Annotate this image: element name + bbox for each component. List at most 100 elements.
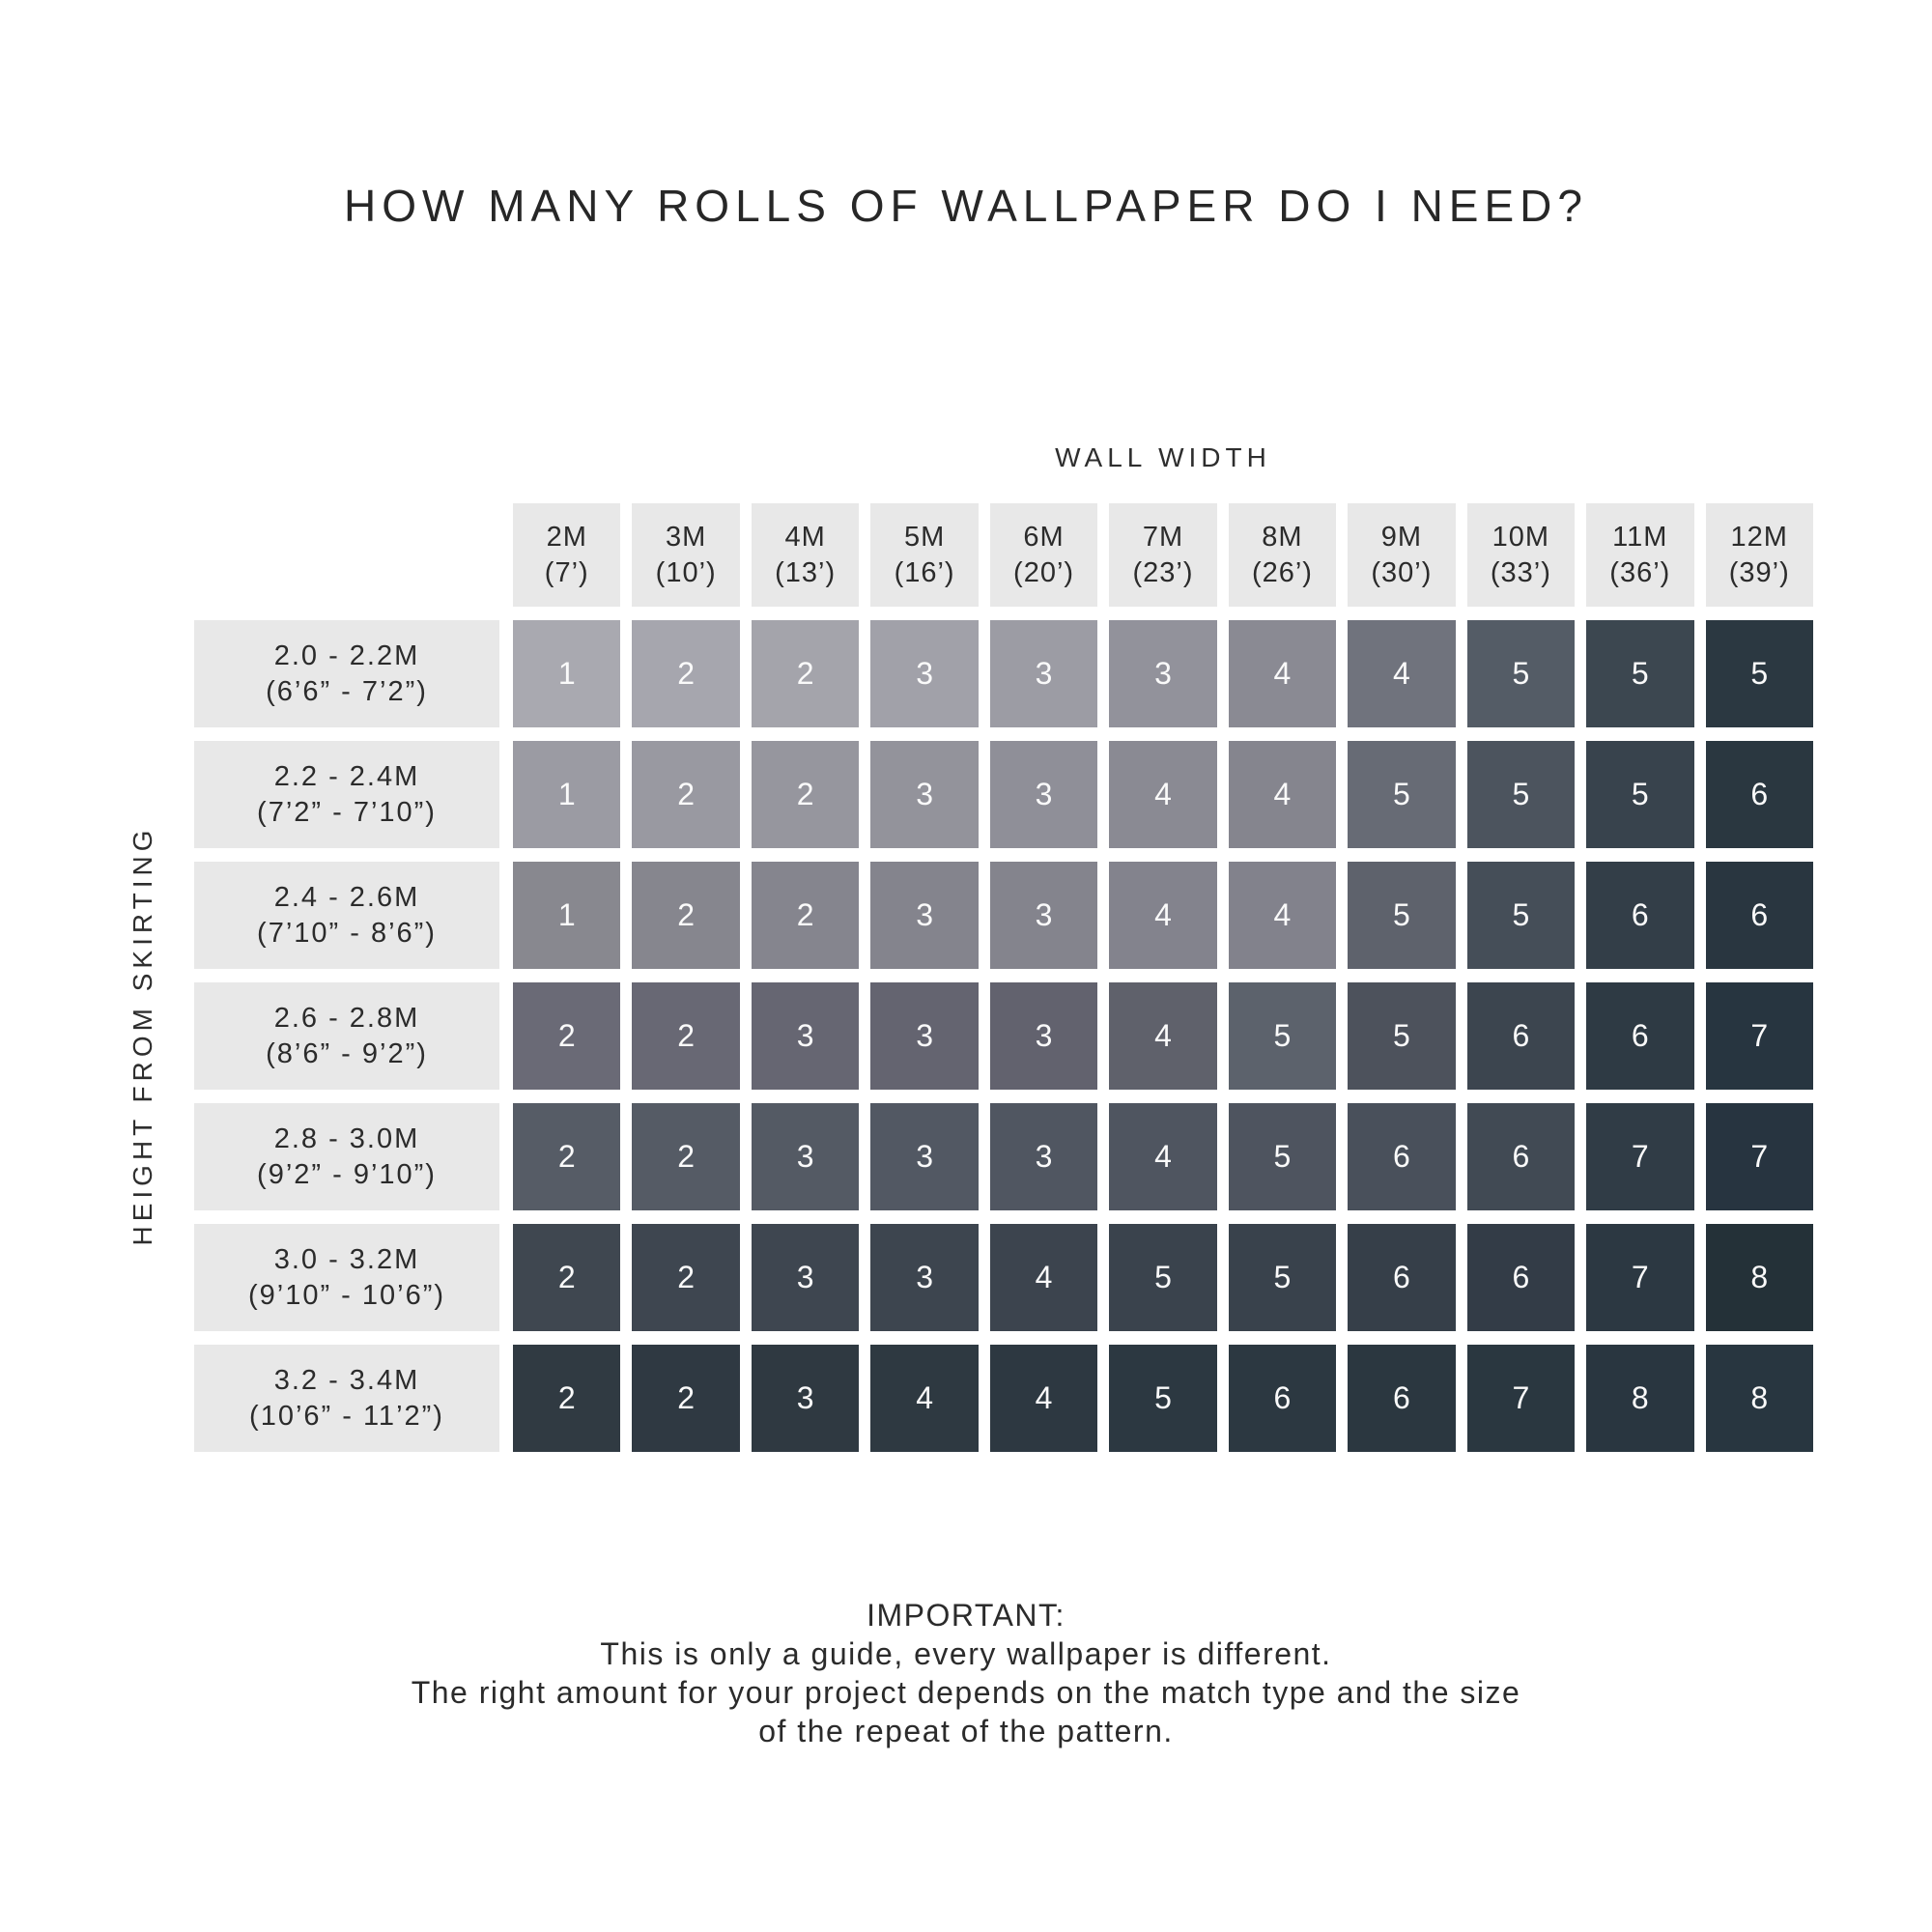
- column-header-metres: 6M: [1023, 521, 1065, 553]
- rolls-cell-r6-c2: 2: [632, 1224, 740, 1331]
- column-header-metres: 3M: [666, 521, 707, 553]
- rolls-cell-r3-c4: 3: [870, 862, 979, 969]
- column-header-metres: 5M: [903, 521, 946, 553]
- rolls-cell-r5-c5: 3: [989, 1103, 1098, 1210]
- column-header-metres: 10M: [1492, 521, 1550, 553]
- rolls-cell-r3-c3: 2: [751, 862, 860, 969]
- column-header-2m: 2M (7’): [513, 503, 621, 607]
- rolls-cell-r2-c2: 2: [632, 741, 740, 848]
- rolls-cell-r3-c7: 4: [1228, 862, 1337, 969]
- rolls-cell-r4-c10: 6: [1586, 982, 1694, 1090]
- column-header-feet: (30’): [1371, 556, 1433, 588]
- rolls-cell-r3-c9: 5: [1466, 862, 1576, 969]
- column-header-feet: (33’): [1490, 556, 1551, 588]
- rolls-cell-r5-c6: 4: [1109, 1103, 1217, 1210]
- row-label-metres: 2.0 - 2.2M: [273, 639, 420, 671]
- rolls-cell-r4-c11: 7: [1705, 982, 1813, 1090]
- column-header-metres: 2M: [546, 521, 587, 553]
- column-header-metres: 7M: [1142, 521, 1184, 553]
- rolls-cell-r6-c4: 3: [870, 1224, 979, 1331]
- rolls-cell-r2-c8: 5: [1348, 741, 1456, 848]
- rolls-cell-r1-c9: 5: [1466, 620, 1576, 727]
- row-label-feet: (10’6” - 11’2”): [249, 1400, 444, 1432]
- height-from-skirting-axis-title: HEIGHT FROM SKIRTING: [128, 825, 157, 1246]
- column-header-feet: (16’): [894, 556, 955, 588]
- row-label-feet: (9’10” - 10’6”): [247, 1279, 446, 1311]
- column-header-12m: 12M (39’): [1705, 503, 1813, 607]
- rolls-cell-r4-c9: 6: [1466, 982, 1576, 1090]
- rolls-cell-r4-c8: 5: [1348, 982, 1456, 1090]
- rolls-cell-r1-c1: 1: [513, 620, 621, 727]
- rolls-cell-r5-c10: 7: [1586, 1103, 1694, 1210]
- column-header-row: 2M (7’) 3M (10’) 4M (13’) 5M (16’) 6M (20’) 7M (23’…: [513, 503, 1813, 607]
- column-header-7m: 7M (23’): [1109, 503, 1217, 607]
- rolls-cell-r1-c5: 3: [989, 620, 1098, 727]
- rolls-cell-r5-c4: 3: [870, 1103, 979, 1210]
- rolls-cell-r1-c10: 5: [1586, 620, 1694, 727]
- column-header-3m: 3M (10’): [632, 503, 740, 607]
- rolls-cell-r2-c1: 1: [513, 741, 621, 848]
- rolls-cell-r3-c1: 1: [513, 862, 621, 969]
- rolls-cell-r7-c10: 8: [1586, 1345, 1694, 1452]
- row-label-7: 3.2 - 3.4M (10’6” - 11’2”): [194, 1345, 499, 1452]
- rolls-cell-r3-c2: 2: [632, 862, 740, 969]
- rolls-cell-r4-c5: 3: [989, 982, 1098, 1090]
- rolls-cell-r3-c5: 3: [989, 862, 1098, 969]
- column-header-metres: 4M: [784, 521, 826, 553]
- rolls-cell-r3-c11: 6: [1705, 862, 1813, 969]
- footer-heading: IMPORTANT:: [867, 1598, 1065, 1633]
- rolls-cell-r1-c6: 3: [1109, 620, 1217, 727]
- row-label-feet: (8’6” - 9’2”): [266, 1037, 428, 1069]
- rolls-cell-r4-c1: 2: [513, 982, 621, 1090]
- row-label-feet: (9’2” - 9’10”): [257, 1158, 437, 1190]
- rolls-cell-r5-c2: 2: [632, 1103, 740, 1210]
- rolls-cell-r6-c6: 5: [1109, 1224, 1217, 1331]
- column-header-metres: 11M: [1612, 521, 1668, 553]
- row-label-metres: 2.6 - 2.8M: [273, 1002, 420, 1034]
- footer-line-2: The right amount for your project depend…: [411, 1675, 1521, 1710]
- footer-note: IMPORTANT: This is only a guide, every w…: [0, 1596, 1932, 1750]
- column-header-5m: 5M (16’): [870, 503, 979, 607]
- column-header-6m: 6M (20’): [989, 503, 1098, 607]
- rolls-cell-r6-c3: 3: [751, 1224, 860, 1331]
- row-label-metres: 3.2 - 3.4M: [273, 1364, 420, 1396]
- column-header-feet: (26’): [1251, 556, 1313, 588]
- column-header-8m: 8M (26’): [1228, 503, 1337, 607]
- rolls-cell-r5-c3: 3: [751, 1103, 860, 1210]
- rolls-cell-r1-c8: 4: [1348, 620, 1456, 727]
- rolls-cell-r7-c3: 3: [751, 1345, 860, 1452]
- rolls-cell-r2-c4: 3: [870, 741, 979, 848]
- rolls-cell-r4-c4: 3: [870, 982, 979, 1090]
- rolls-cell-r6-c5: 4: [989, 1224, 1098, 1331]
- rolls-cell-r3-c6: 4: [1109, 862, 1217, 969]
- column-header-feet: (23’): [1132, 556, 1194, 588]
- wall-width-axis-title: WALL WIDTH: [1055, 442, 1271, 472]
- rolls-cell-r7-c1: 2: [513, 1345, 621, 1452]
- column-header-feet: (10’): [655, 556, 717, 588]
- rolls-cell-r7-c8: 6: [1348, 1345, 1456, 1452]
- rolls-cell-r5-c7: 5: [1228, 1103, 1337, 1210]
- rolls-cell-r6-c8: 6: [1348, 1224, 1456, 1331]
- rolls-cell-r4-c2: 2: [632, 982, 740, 1090]
- rolls-cell-r2-c11: 6: [1705, 741, 1813, 848]
- row-label-feet: (7’10” - 8’6”): [257, 917, 437, 949]
- rolls-cell-r6-c10: 7: [1586, 1224, 1694, 1331]
- rolls-cell-r3-c8: 5: [1348, 862, 1456, 969]
- column-header-metres: 8M: [1262, 521, 1303, 553]
- column-header-10m: 10M (33’): [1466, 503, 1576, 607]
- column-header-feet: (13’): [775, 556, 837, 588]
- rolls-cell-r1-c11: 5: [1705, 620, 1813, 727]
- row-label-4: 2.6 - 2.8M (8’6” - 9’2”): [194, 982, 499, 1090]
- row-label-5: 2.8 - 3.0M (9’2” - 9’10”): [194, 1103, 499, 1210]
- rolls-cell-r7-c11: 8: [1705, 1345, 1813, 1452]
- rolls-cell-r5-c1: 2: [513, 1103, 621, 1210]
- column-header-feet: (7’): [544, 556, 589, 588]
- rolls-cell-r7-c2: 2: [632, 1345, 740, 1452]
- row-label-feet: (6’6” - 7’2”): [266, 675, 428, 707]
- footer-line-1: This is only a guide, every wallpaper is…: [600, 1636, 1332, 1671]
- column-header-feet: (36’): [1609, 556, 1671, 588]
- row-label-column: 2.0 - 2.2M (6’6” - 7’2”) 2.2 - 2.4M (7’2” -…: [194, 620, 499, 1452]
- column-header-4m: 4M (13’): [751, 503, 860, 607]
- row-label-2: 2.2 - 2.4M (7’2” - 7’10”): [194, 741, 499, 848]
- row-label-3: 2.4 - 2.6M (7’10” - 8’6”): [194, 862, 499, 969]
